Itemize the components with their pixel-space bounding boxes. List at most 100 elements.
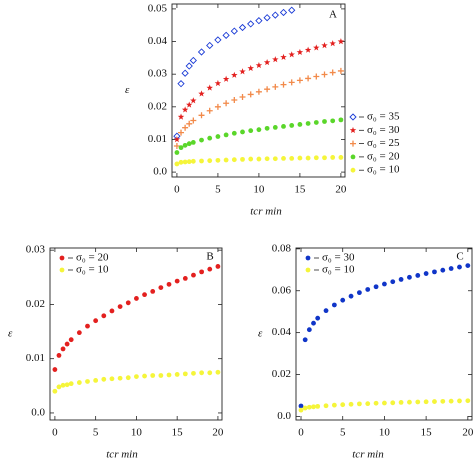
marker [423,271,429,276]
panel-label: B [206,251,213,263]
legend-marker [305,255,311,261]
marker [215,134,221,139]
marker [398,277,404,282]
marker [52,367,58,372]
x-tick-label: 0 [174,184,180,196]
x-axis-label: tcr min [106,449,138,461]
marker [263,14,271,22]
marker [206,41,214,50]
y-axis-label: ε [258,328,263,340]
marker [222,75,230,82]
marker [373,400,379,406]
marker [117,304,123,309]
marker [330,155,336,160]
marker [305,75,312,82]
marker [298,407,304,413]
marker [457,398,462,404]
marker [302,405,308,411]
marker [264,156,270,162]
marker [174,161,180,167]
marker [207,266,213,272]
marker [329,69,336,76]
marker [247,91,254,98]
marker [190,117,197,124]
marker [240,156,245,162]
marker [117,375,123,381]
plot-frame [49,247,223,421]
legend-label: σ₀ = 10 [322,264,355,276]
marker [415,399,421,405]
plot-frame [171,3,346,178]
marker [142,373,147,379]
marker [248,128,254,134]
marker [177,113,185,120]
marker [457,264,462,270]
legend-label: σ₀ = 25 [367,137,400,149]
marker [214,103,221,110]
marker [390,400,396,406]
x-tick-label: 0 [298,427,304,439]
marker [373,284,379,290]
marker [239,68,246,75]
legend-marker [350,140,356,147]
x-tick-label: 10 [379,427,391,439]
marker [207,158,213,164]
marker [356,401,362,407]
marker [296,77,303,84]
marker [298,403,304,409]
marker [365,287,371,292]
legend-label: σ₀ = 30 [322,252,355,264]
marker [432,399,437,404]
marker [305,155,311,161]
y-tick-label: 0.03 [148,68,168,80]
marker [247,64,254,72]
x-tick-label: 15 [172,427,184,439]
marker [101,376,107,382]
marker [331,402,337,408]
marker [197,48,206,56]
x-tick-label: 20 [462,427,474,439]
marker [348,401,354,407]
marker [296,48,304,56]
x-tick-label: 20 [212,427,224,439]
marker [186,120,193,127]
legend-label: σ₀ = 10 [76,264,109,276]
x-axis-label: tcr min [250,206,282,218]
legend-marker [350,154,356,160]
marker [239,94,246,101]
x-tick-label: 0 [52,427,58,439]
marker [297,155,303,161]
marker [231,130,237,136]
marker [198,90,205,97]
marker [288,51,295,58]
marker [214,36,222,44]
marker [190,97,197,104]
marker [173,142,180,149]
legend-marker [305,267,311,273]
marker [109,308,115,314]
marker [306,327,312,333]
marker [231,96,238,103]
marker [181,106,189,113]
marker [306,404,312,410]
marker [206,107,213,114]
marker [330,118,336,124]
marker [448,398,454,404]
legend-label: σ₀ = 20 [76,252,109,264]
marker [181,69,189,77]
marker [185,101,193,108]
marker [60,346,66,352]
marker [337,67,344,74]
marker [207,370,213,376]
marker [173,136,181,143]
marker [182,159,188,165]
marker [313,120,319,125]
marker [182,142,188,148]
marker [280,53,287,60]
y-tick-label: 0.0 [31,406,45,418]
marker [68,381,74,387]
marker [256,127,262,133]
marker [206,84,213,91]
y-tick-label: 0.02 [272,368,291,380]
